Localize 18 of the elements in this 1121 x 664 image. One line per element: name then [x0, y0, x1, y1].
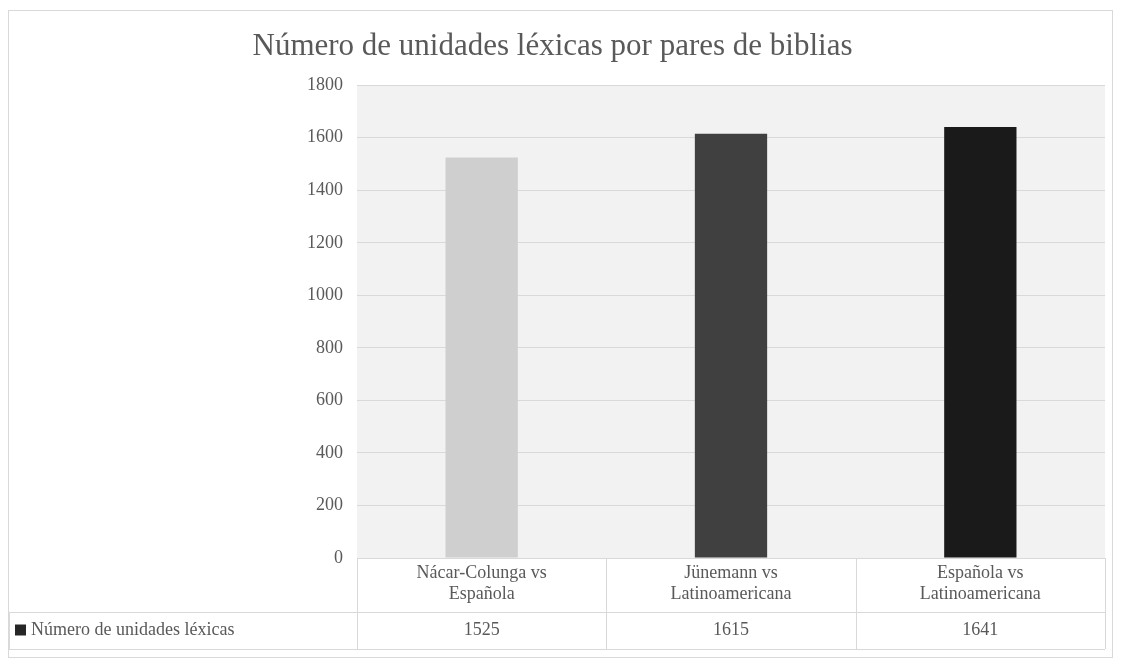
data-label: 1641 [962, 619, 999, 640]
chart-title: Número de unidades léxicas por pares de biblias [252, 26, 853, 62]
y-tick-label: 1800 [307, 73, 343, 94]
y-tick-label: 400 [316, 441, 343, 462]
y-tick-label: 800 [316, 336, 343, 357]
y-tick-label: 600 [316, 389, 343, 410]
data-label: 1525 [463, 619, 500, 640]
data-label: 1615 [713, 619, 749, 640]
y-tick-label: 1600 [307, 126, 343, 147]
x-tick-label: Española vs Latinoamericana [919, 561, 1041, 604]
legend-label: Número de unidades léxicas [31, 619, 235, 640]
x-tick-label: Jünemann vs Latinoamericana [670, 561, 792, 604]
y-tick-label: 0 [334, 546, 343, 567]
y-tick-label: 1200 [307, 231, 343, 252]
x-tick-label: Nácar-Colunga vs Española [416, 561, 547, 604]
y-tick-label: 1000 [307, 284, 343, 305]
y-tick-label: 1400 [307, 179, 343, 199]
y-tick-label: 200 [316, 494, 343, 515]
